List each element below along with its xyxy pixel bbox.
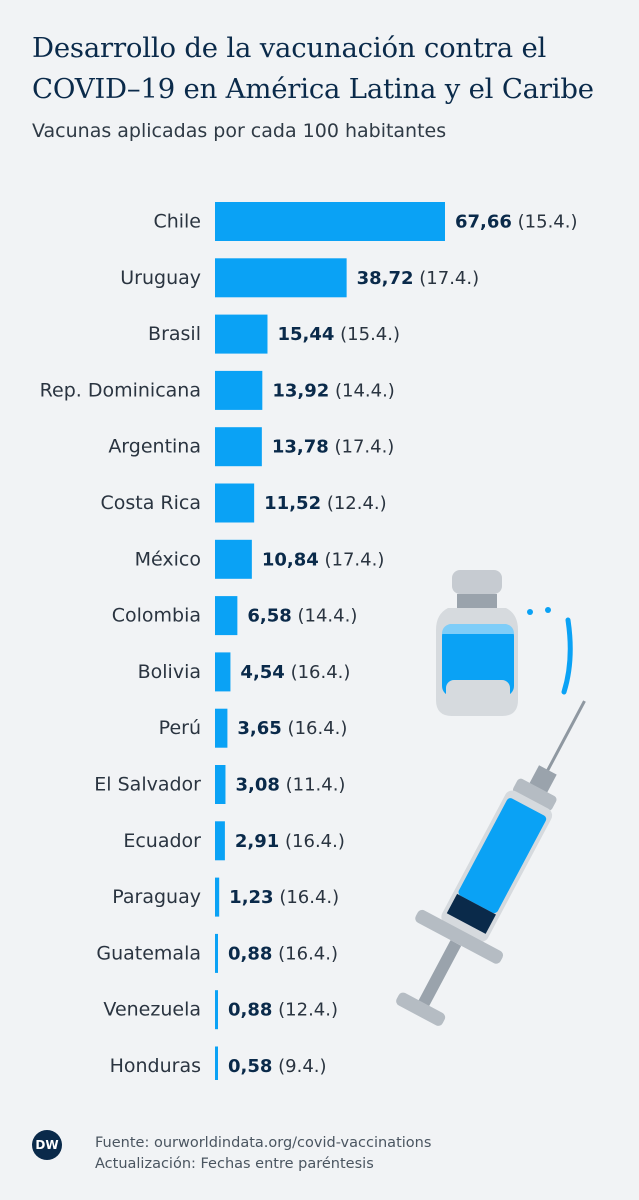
update-text: Actualización: Fechas entre paréntesis xyxy=(95,1156,374,1172)
category-label-1: Uruguay xyxy=(120,267,201,289)
value-number-10: 3,08 xyxy=(235,775,279,796)
value-date-10: (11.4.) xyxy=(280,775,346,796)
bar-1 xyxy=(215,258,347,298)
value-label-12: 1,23 (16.4.) xyxy=(229,887,339,908)
value-number-3: 13,92 xyxy=(272,380,329,401)
value-label-0: 67,66 (15.4.) xyxy=(455,212,578,233)
bar-5 xyxy=(215,483,255,523)
value-number-5: 11,52 xyxy=(264,493,321,514)
bar-0 xyxy=(215,202,445,241)
source-text: Fuente: ourworldindata.org/covid-vaccina… xyxy=(95,1135,432,1151)
value-label-4: 13,78 (17.4.) xyxy=(272,437,395,458)
value-label-6: 10,84 (17.4.) xyxy=(262,549,385,570)
value-label-14: 0,88 (12.4.) xyxy=(228,1000,338,1021)
category-label-14: Venezuela xyxy=(103,999,201,1021)
value-label-13: 0,88 (16.4.) xyxy=(228,943,338,964)
category-label-5: Costa Rica xyxy=(101,492,202,514)
category-label-15: Honduras xyxy=(110,1055,201,1077)
drops-icon xyxy=(527,607,573,695)
value-date-7: (14.4.) xyxy=(292,606,358,627)
bar-2 xyxy=(215,314,268,354)
value-date-0: (15.4.) xyxy=(512,212,578,233)
value-number-12: 1,23 xyxy=(229,887,273,908)
bar-8 xyxy=(215,652,231,692)
value-number-0: 67,66 xyxy=(455,212,512,233)
value-date-15: (9.4.) xyxy=(272,1056,326,1077)
value-date-13: (16.4.) xyxy=(272,943,338,964)
value-label-2: 15,44 (15.4.) xyxy=(277,324,400,345)
bar-15 xyxy=(215,1046,218,1080)
category-label-4: Argentina xyxy=(108,436,201,458)
value-label-15: 0,58 (9.4.) xyxy=(228,1056,327,1077)
category-label-11: Ecuador xyxy=(123,830,201,852)
value-number-14: 0,88 xyxy=(228,1000,272,1021)
value-date-2: (15.4.) xyxy=(334,324,400,345)
bar-14 xyxy=(215,990,218,1030)
bar-11 xyxy=(215,821,225,861)
value-label-9: 3,65 (16.4.) xyxy=(237,718,347,739)
value-date-11: (16.4.) xyxy=(279,831,345,852)
source-note: Fuente: ourworldindata.org/covid-vaccina… xyxy=(95,1133,431,1175)
value-label-8: 4,54 (16.4.) xyxy=(240,662,350,683)
value-number-2: 15,44 xyxy=(277,324,334,345)
value-number-7: 6,58 xyxy=(247,606,291,627)
value-date-12: (16.4.) xyxy=(274,887,340,908)
value-number-6: 10,84 xyxy=(262,549,319,570)
category-label-12: Paraguay xyxy=(112,886,201,908)
bar-12 xyxy=(215,877,220,917)
bar-6 xyxy=(215,539,252,579)
value-label-5: 11,52 (12.4.) xyxy=(264,493,387,514)
bar-4 xyxy=(215,427,262,467)
bar-7 xyxy=(215,596,238,636)
vaccine-syringe-illustration xyxy=(396,570,586,1026)
value-date-5: (12.4.) xyxy=(321,493,387,514)
category-label-0: Chile xyxy=(153,211,201,233)
value-label-11: 2,91 (16.4.) xyxy=(235,831,345,852)
value-number-4: 13,78 xyxy=(272,437,329,458)
syringe-icon xyxy=(396,700,586,1026)
value-number-15: 0,58 xyxy=(228,1056,272,1077)
value-label-1: 38,72 (17.4.) xyxy=(357,268,480,289)
value-label-10: 3,08 (11.4.) xyxy=(235,775,345,796)
value-date-6: (17.4.) xyxy=(319,549,385,570)
value-date-1: (17.4.) xyxy=(414,268,480,289)
value-date-9: (16.4.) xyxy=(282,718,348,739)
category-label-8: Bolivia xyxy=(138,661,201,683)
value-number-1: 38,72 xyxy=(357,268,414,289)
category-label-7: Colombia xyxy=(112,605,201,627)
value-date-8: (16.4.) xyxy=(285,662,351,683)
value-label-7: 6,58 (14.4.) xyxy=(247,606,357,627)
dw-logo: DW xyxy=(32,1130,62,1160)
value-date-4: (17.4.) xyxy=(329,437,395,458)
category-label-13: Guatemala xyxy=(96,942,201,964)
value-date-3: (14.4.) xyxy=(329,380,395,401)
value-number-8: 4,54 xyxy=(240,662,284,683)
bar-13 xyxy=(215,933,218,973)
value-number-9: 3,65 xyxy=(237,718,281,739)
bar-9 xyxy=(215,708,228,748)
value-date-14: (12.4.) xyxy=(272,1000,338,1021)
category-label-10: El Salvador xyxy=(94,774,201,796)
category-label-6: México xyxy=(135,548,201,570)
category-label-2: Brasil xyxy=(148,323,201,345)
chart-subtitle: Vacunas aplicadas por cada 100 habitante… xyxy=(32,120,447,142)
bar-10 xyxy=(215,765,226,804)
chart-title: Desarrollo de la vacunación contra el CO… xyxy=(32,32,594,105)
category-label-3: Rep. Dominicana xyxy=(40,379,201,401)
category-label-9: Perú xyxy=(159,717,201,739)
value-number-11: 2,91 xyxy=(235,831,279,852)
vial-icon xyxy=(436,570,518,716)
value-number-13: 0,88 xyxy=(228,943,272,964)
bar-chart: Chile 67,66 (15.4.) Uruguay 38,72 (17.4.) Br… xyxy=(40,202,578,1080)
bar-3 xyxy=(215,370,263,410)
value-label-3: 13,92 (14.4.) xyxy=(272,380,395,401)
